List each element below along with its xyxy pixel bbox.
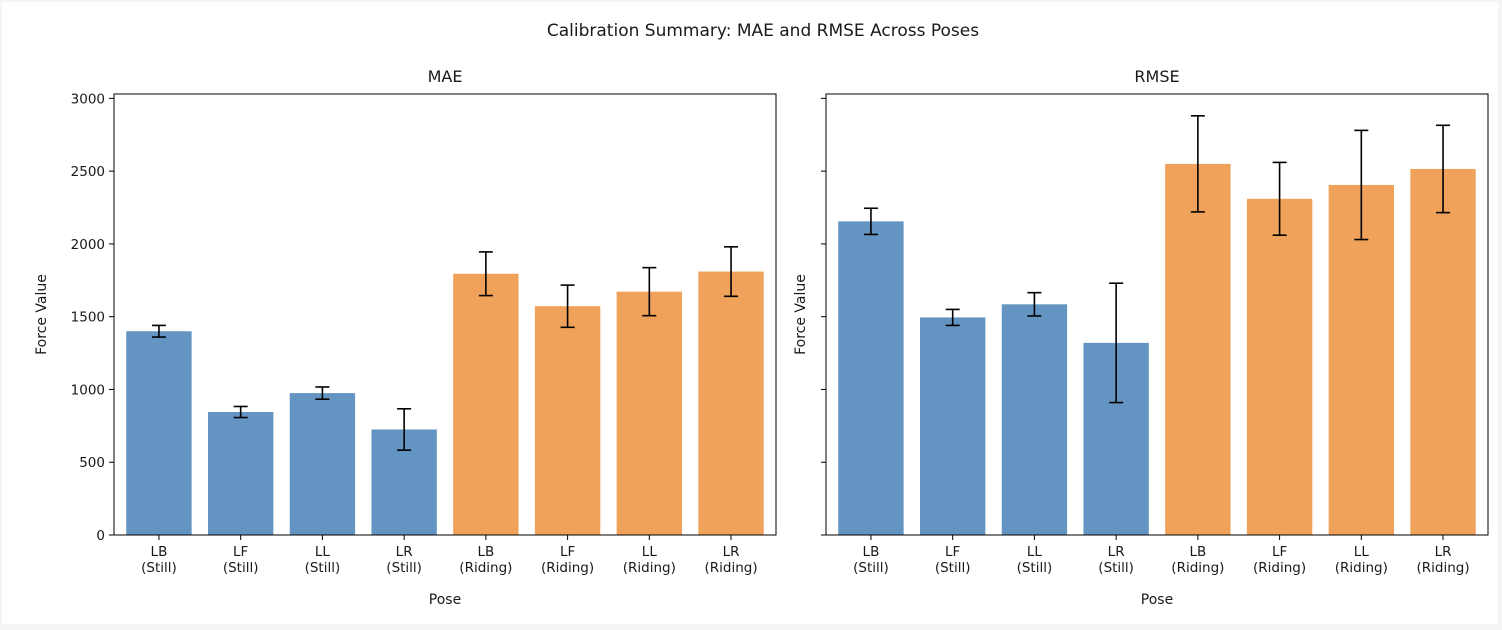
bar bbox=[289, 393, 356, 535]
panels: MAE LB (Still) LF (Still) LL (Still) LR (Still) L… bbox=[34, 67, 1489, 608]
figure-title: Calibration Summary: MAE and RMSE Across… bbox=[547, 21, 979, 41]
x-tick-label: LB (Riding) bbox=[459, 544, 512, 576]
x-tick-label: LR (Riding) bbox=[704, 544, 757, 576]
bar bbox=[616, 291, 683, 535]
x-tick-label: LR (Riding) bbox=[1416, 544, 1469, 576]
bar bbox=[453, 273, 519, 535]
y-tick-label: 0 bbox=[96, 528, 105, 544]
y-tick-label: 500 bbox=[79, 455, 105, 471]
panel-rmse: RMSE LB (Still) LF (Still) LL (Still) LR (Still)… bbox=[793, 67, 1489, 608]
x-tick-label: LL (Riding) bbox=[1335, 544, 1388, 576]
bar bbox=[126, 331, 192, 535]
x-tick-label: LF (Still) bbox=[223, 544, 259, 576]
y-tick-label: 1500 bbox=[71, 310, 105, 326]
bar bbox=[207, 412, 274, 535]
axes-frame bbox=[113, 93, 777, 536]
panel-mae: MAE LB (Still) LF (Still) LL (Still) LR (Still) L… bbox=[34, 67, 777, 608]
x-axis-label: Pose bbox=[1141, 592, 1173, 608]
y-tick-label: 1000 bbox=[71, 382, 105, 398]
x-tick-label: LL (Still) bbox=[1017, 544, 1053, 576]
bar bbox=[534, 306, 601, 535]
x-tick-label: LB (Still) bbox=[853, 544, 889, 576]
x-tick-label: LF (Still) bbox=[935, 544, 971, 576]
x-tick-label: LF (Riding) bbox=[541, 544, 594, 576]
y-tick-label: 3000 bbox=[71, 91, 105, 107]
x-axis-label: Pose bbox=[429, 592, 461, 608]
x-tick-label: LF (Riding) bbox=[1253, 544, 1306, 576]
x-tick-label: LB (Still) bbox=[141, 544, 177, 576]
bar bbox=[919, 317, 986, 535]
bar bbox=[698, 271, 764, 535]
y-tick-label: 2000 bbox=[71, 237, 105, 253]
bar bbox=[838, 221, 904, 535]
axes-frame bbox=[825, 93, 1489, 536]
y-axis-label: Force Value bbox=[793, 274, 809, 355]
subplot-title: RMSE bbox=[1134, 67, 1179, 86]
bar bbox=[1001, 304, 1068, 535]
bar bbox=[1246, 198, 1313, 535]
x-tick-label: LR (Still) bbox=[1098, 544, 1134, 576]
x-tick-label: LL (Still) bbox=[305, 544, 341, 576]
bar bbox=[1328, 184, 1395, 536]
x-tick-label: LL (Riding) bbox=[623, 544, 676, 576]
y-axis-label: Force Value bbox=[34, 274, 50, 355]
y-tick-label: 2500 bbox=[71, 164, 105, 180]
x-tick-label: LB (Riding) bbox=[1171, 544, 1224, 576]
subplot-title: MAE bbox=[428, 67, 463, 86]
bar bbox=[1165, 163, 1231, 535]
bar bbox=[1410, 168, 1476, 535]
x-tick-label: LR (Still) bbox=[386, 544, 422, 576]
